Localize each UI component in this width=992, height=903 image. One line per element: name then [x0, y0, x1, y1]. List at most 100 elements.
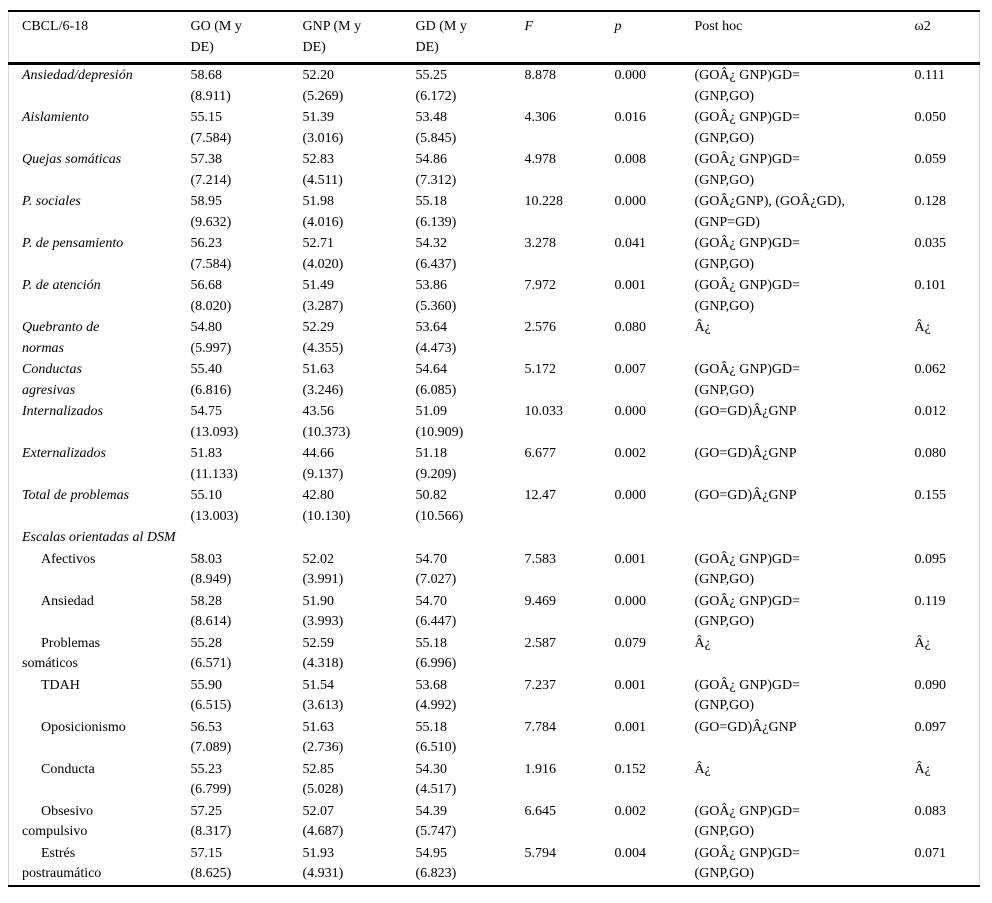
cell-gnp: 51.63 (3.246) [302, 362, 344, 398]
cell-label: Ansiedad/depresión [22, 68, 133, 83]
cell-f: 6.645 [524, 803, 557, 819]
header-posthoc: Post hoc [681, 11, 902, 65]
cell-gnp: 52.02 (3.991) [302, 551, 344, 588]
cell-f: 5.794 [524, 845, 557, 861]
cell-label: Estrés postraumático [22, 845, 102, 882]
cell-posthoc: (GO=GD)Â¿GNP [694, 446, 797, 461]
table-header: CBCL/6-18 GO (M y DE) GNP (M y DE) GD (M… [8, 11, 980, 65]
cell-gnp: 51.54 (3.613) [302, 677, 344, 714]
cell-posthoc: (GOÂ¿GNP), (GOÂ¿GD), (GNP=GD) [694, 194, 845, 230]
cell-f: 10.033 [524, 404, 564, 419]
cell-f: 7.972 [524, 278, 557, 293]
cell-gd: 55.18 (6.139) [415, 194, 457, 230]
cell-p: 0.007 [614, 362, 647, 377]
cell-label: Quebranto de normas [22, 320, 100, 356]
cell-gd: 53.68 (4.992) [415, 677, 457, 714]
cell-w2: 0.012 [914, 404, 947, 419]
cell-go: 57.38 (7.214) [190, 152, 232, 188]
cell-p: 0.001 [614, 278, 647, 293]
cell-gd: 55.25 (6.172) [415, 68, 457, 104]
cell-gd: 54.70 (7.027) [415, 551, 457, 588]
cell-posthoc: (GOÂ¿ GNP)GD= (GNP,GO) [694, 803, 801, 840]
cell-posthoc: (GOÂ¿ GNP)GD= (GNP,GO) [694, 677, 801, 714]
cell-w2: 0.090 [914, 677, 947, 693]
cell-p: 0.000 [614, 194, 647, 209]
cell-p: 0.001 [614, 719, 647, 735]
cell-w2: 0.071 [914, 845, 947, 861]
table-row: Internalizados 54.75 (13.093) 43.56 (10.37… [9, 401, 980, 443]
cell-w2: 0.101 [914, 278, 947, 293]
cell-p: 0.000 [614, 68, 647, 83]
cell-go: 58.68 (8.911) [190, 68, 231, 104]
table-row: Quebranto de normas 54.80 (5.997) 52.29 (4… [9, 317, 980, 359]
cell-label: Ansiedad [41, 593, 94, 609]
cell-gd: 50.82 (10.566) [415, 488, 464, 524]
cell-gnp: 52.71 (4.020) [302, 236, 344, 272]
cell-f: 8.878 [524, 68, 557, 83]
cell-label: Internalizados [22, 404, 103, 419]
cell-p: 0.080 [614, 320, 647, 335]
cell-f: 7.583 [524, 551, 557, 567]
cell-gd: 54.95 (6.823) [415, 845, 457, 882]
cell-gnp: 44.66 (9.137) [302, 446, 344, 482]
header-f: F [511, 11, 602, 65]
cell-w2: 0.035 [914, 236, 947, 251]
cell-w2: 0.083 [914, 803, 947, 819]
cell-gd: 53.64 (4.473) [415, 320, 457, 356]
cell-gnp: 42.80 (10.130) [302, 488, 351, 524]
header-p: p [601, 11, 682, 65]
cell-f: 7.784 [524, 719, 557, 735]
header-gnp: GNP (M y DE) [289, 11, 403, 65]
cell-go: 55.23 (6.799) [190, 761, 232, 798]
cell-posthoc: (GOÂ¿ GNP)GD= (GNP,GO) [694, 845, 801, 882]
cell-posthoc: (GO=GD)Â¿GNP [694, 488, 797, 503]
cell-p: 0.001 [614, 551, 647, 567]
cell-posthoc: (GOÂ¿ GNP)GD= (GNP,GO) [694, 152, 801, 188]
table-row: Estrés postraumático 57.15 (8.625) 51.93 (… [9, 843, 980, 886]
cell-gnp: 51.49 (3.287) [302, 278, 344, 314]
cell-go: 55.90 (6.515) [190, 677, 232, 714]
cell-go: 56.53 (7.089) [190, 719, 232, 756]
cell-posthoc: (GOÂ¿ GNP)GD= (GNP,GO) [694, 593, 801, 630]
cell-label: TDAH [41, 677, 80, 693]
cbcl-anova-table: CBCL/6-18 GO (M y DE) GNP (M y DE) GD (M… [8, 10, 980, 887]
cell-go: 54.80 (5.997) [190, 320, 232, 356]
header-cbcl: CBCL/6-18 [8, 11, 178, 65]
cell-w2: 0.155 [914, 488, 947, 503]
cell-label: Afectivos [41, 551, 96, 567]
table-row: P. sociales 58.95 (9.632) 51.98 (4.016) 55.… [9, 191, 980, 233]
cell-gd: 51.18 (9.209) [415, 446, 457, 482]
table-row: Obsesivo compulsivo 57.25 (8.317) 52.07 (4… [9, 801, 980, 843]
cell-label: P. de pensamiento [22, 236, 124, 251]
table-row: P. de atención 56.68 (8.020) 51.49 (3.287)… [9, 275, 980, 317]
table-row: Ansiedad 58.28 (8.614) 51.90 (3.993) 54.70 … [9, 591, 980, 633]
cell-p: 0.002 [614, 446, 647, 461]
cell-posthoc: (GOÂ¿ GNP)GD= (GNP,GO) [694, 278, 801, 314]
header-omega: ω2 [901, 11, 980, 65]
cell-gnp: 52.29 (4.355) [302, 320, 344, 356]
cell-label: Aislamiento [22, 110, 89, 125]
cell-gnp: 52.59 (4.318) [302, 635, 344, 672]
cell-label: Conductas agresivas [22, 362, 82, 398]
cell-w2: 0.111 [914, 68, 945, 83]
cell-label: Oposicionismo [41, 719, 126, 735]
table-row: Oposicionismo 56.53 (7.089) 51.63 (2.736) 5… [9, 717, 980, 759]
cell-go: 58.03 (8.949) [190, 551, 232, 588]
cell-gd: 54.70 (6.447) [415, 593, 457, 630]
cell-posthoc: (GO=GD)Â¿GNP [694, 404, 797, 419]
cell-go: 56.23 (7.584) [190, 236, 232, 272]
cell-w2: 0.097 [914, 719, 947, 735]
cell-f: 5.172 [524, 362, 557, 377]
cell-f: 2.587 [524, 635, 557, 651]
cell-f: 2.576 [524, 320, 557, 335]
table-row: Conductas agresivas 55.40 (6.816) 51.63 (3… [9, 359, 980, 401]
cell-posthoc: (GOÂ¿ GNP)GD= (GNP,GO) [694, 551, 801, 588]
cell-w2: Â¿ [914, 320, 931, 335]
table-row: Problemas somáticos 55.28 (6.571) 52.59 (4… [9, 633, 980, 675]
cell-go: 55.40 (6.816) [190, 362, 232, 398]
table-body: Ansiedad/depresión 58.68 (8.911) 52.20 (5.… [9, 64, 980, 886]
cell-gnp: 52.07 (4.687) [302, 803, 344, 840]
cell-gnp: 51.93 (4.931) [302, 845, 344, 882]
cell-go: 58.95 (9.632) [190, 194, 232, 230]
cell-label: Quejas somáticas [22, 152, 122, 167]
